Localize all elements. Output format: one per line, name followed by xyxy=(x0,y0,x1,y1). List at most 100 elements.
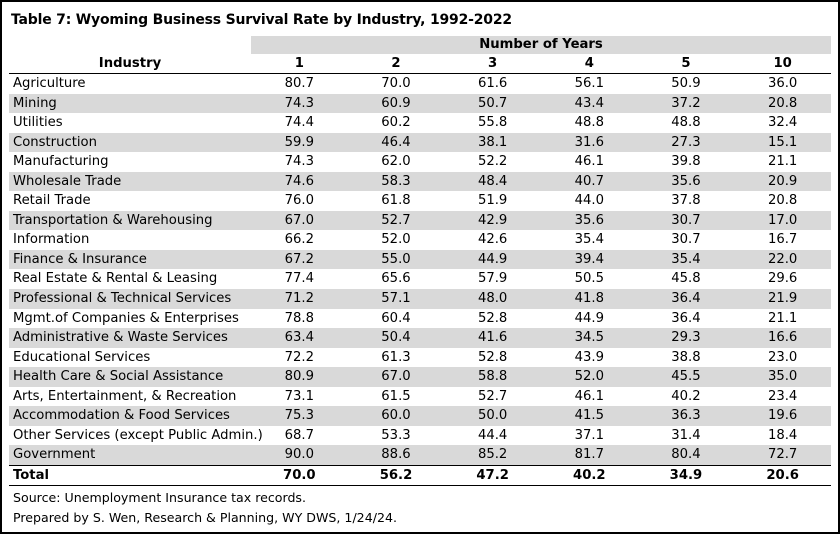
header-row-columns: Industry 1 2 3 4 5 10 xyxy=(9,54,831,74)
total-value: 56.2 xyxy=(347,464,445,486)
survival-rate-cell: 42.6 xyxy=(477,232,508,248)
survival-rate-cell: 80.7 xyxy=(284,76,315,91)
industry-name: Educational Services xyxy=(13,349,151,365)
survival-rate-cell: 80.9 xyxy=(251,367,348,387)
survival-rate-cell: 37.8 xyxy=(671,193,701,209)
survival-rate-cell: 31.6 xyxy=(540,132,638,153)
survival-rate-cell: 27.3 xyxy=(637,132,735,153)
table-row: Agriculture 80.7 70.0 61.6 56.1 50.9 36.0 xyxy=(9,74,831,94)
survival-rate-cell: 55.8 xyxy=(477,115,508,131)
total-value: 47.2 xyxy=(444,464,541,486)
survival-rate-cell: 73.1 xyxy=(284,388,315,404)
survival-rate-cell: 40.7 xyxy=(540,171,638,192)
survival-rate-cell: 39.4 xyxy=(540,249,638,270)
survival-rate-cell: 74.3 xyxy=(284,154,315,170)
industry-name: Real Estate & Rental & Leasing xyxy=(13,271,218,287)
survival-rate-cell: 23.0 xyxy=(767,349,798,365)
survival-rate-cell: 67.0 xyxy=(347,367,445,387)
survival-rate-cell: 61.6 xyxy=(477,76,508,91)
industry-column-header: Industry xyxy=(9,54,251,74)
total-label: Total xyxy=(9,464,251,486)
survival-rate-cell: 36.0 xyxy=(767,76,798,91)
survival-rate-cell: 61.5 xyxy=(381,388,411,404)
survival-rate-cell: 56.1 xyxy=(574,76,604,91)
survival-rate-cell: 21.1 xyxy=(767,154,798,170)
survival-rate-cell: 52.8 xyxy=(477,349,508,365)
survival-rate-cell: 29.6 xyxy=(767,271,798,287)
survival-rate-cell: 44.4 xyxy=(477,427,508,443)
survival-rate-cell: 81.7 xyxy=(540,445,638,466)
survival-rate-cell: 53.3 xyxy=(381,427,411,443)
table-row: Utilities 74.4 60.2 55.8 48.8 48.8 32.4 xyxy=(9,113,831,133)
survival-rate-cell: 61.3 xyxy=(381,349,411,365)
survival-rate-cell: 48.8 xyxy=(671,115,701,131)
survival-rate-cell: 50.0 xyxy=(444,406,541,426)
survival-rate-cell: 52.2 xyxy=(477,154,508,170)
survival-rate-cell: 31.4 xyxy=(671,427,701,443)
header-row-group: Number of Years xyxy=(9,36,831,54)
survival-rate-cell: 44.0 xyxy=(574,193,604,209)
survival-rate-cell: 90.0 xyxy=(251,445,348,466)
year-column-header: 2 xyxy=(347,54,445,74)
survival-rate-cell: 60.4 xyxy=(381,310,411,326)
survival-rate-cell: 57.9 xyxy=(477,271,508,287)
survival-rate-cell: 52.0 xyxy=(381,232,411,248)
survival-rate-cell: 51.9 xyxy=(477,193,508,209)
table-row: Arts, Entertainment, & Recreation 73.1 61.… xyxy=(9,387,831,407)
survival-rate-cell: 45.5 xyxy=(637,367,735,387)
survival-rate-cell: 46.1 xyxy=(574,154,604,170)
survival-rate-cell: 15.1 xyxy=(734,132,831,153)
table-row: Accommodation & Food Services 75.3 60.0 50.… xyxy=(9,406,831,426)
table-row: Mgmt.of Companies & Enterprises 78.8 60.4 5… xyxy=(9,309,831,329)
survival-rate-cell: 60.2 xyxy=(381,115,411,131)
survival-rate-cell: 21.1 xyxy=(767,310,798,326)
table-row: Government 90.0 88.6 85.2 81.7 80.4 72.7 xyxy=(9,445,831,466)
header-spacer xyxy=(9,36,251,54)
year-column-header: 1 xyxy=(251,54,348,74)
industry-name: Other Services (except Public Admin.) xyxy=(13,427,263,443)
survival-rate-cell: 58.8 xyxy=(444,367,541,387)
survival-rate-cell: 38.8 xyxy=(671,349,701,365)
survival-rate-cell: 20.9 xyxy=(734,171,831,192)
survival-rate-cell: 46.4 xyxy=(347,132,445,153)
survival-rate-cell: 18.4 xyxy=(767,427,798,443)
year-column-header: 4 xyxy=(540,54,638,74)
total-value: 40.2 xyxy=(540,464,638,486)
industry-name: Health Care & Social Assistance xyxy=(9,367,251,387)
table-row: Wholesale Trade 74.6 58.3 48.4 40.7 35.6 20.9 xyxy=(9,171,831,192)
survival-rate-cell: 23.4 xyxy=(767,388,798,404)
table-row: Professional & Technical Services 71.2 57.… xyxy=(9,289,831,309)
survival-rate-cell: 67.2 xyxy=(251,249,348,270)
industry-name: Utilities xyxy=(13,115,63,131)
survival-rate-cell: 70.0 xyxy=(381,76,411,91)
year-column-header: 3 xyxy=(444,54,541,74)
survival-rate-cell: 48.4 xyxy=(444,171,541,192)
survival-rate-cell: 72.2 xyxy=(284,349,315,365)
survival-rate-cell: 35.6 xyxy=(637,171,735,192)
footnotes: Source: Unemployment Insurance tax recor… xyxy=(13,488,397,528)
total-value: 70.0 xyxy=(251,464,348,486)
survival-rate-cell: 67.0 xyxy=(251,210,348,231)
survival-rate-cell: 20.8 xyxy=(734,93,831,114)
survival-rate-cell: 36.4 xyxy=(637,289,735,309)
survival-rate-cell: 78.8 xyxy=(284,310,315,326)
survival-rate-cell: 35.4 xyxy=(574,232,604,248)
industry-name: Information xyxy=(13,232,90,248)
survival-rate-cell: 62.0 xyxy=(381,154,411,170)
survival-rate-cell: 29.3 xyxy=(637,328,735,348)
industry-name: Mgmt.of Companies & Enterprises xyxy=(13,310,239,326)
total-value: 20.6 xyxy=(734,464,831,486)
survival-rate-cell: 48.0 xyxy=(444,289,541,309)
survival-rate-cell: 74.3 xyxy=(251,93,348,114)
survival-rate-cell: 60.0 xyxy=(347,406,445,426)
number-of-years-header: Number of Years xyxy=(251,36,831,54)
survival-rate-table: Number of Years Industry 1 2 3 4 5 10 Ag… xyxy=(9,36,831,486)
survival-rate-cell: 57.1 xyxy=(347,289,445,309)
survival-rate-cell: 80.4 xyxy=(637,445,735,466)
survival-rate-cell: 43.4 xyxy=(540,93,638,114)
survival-rate-cell: 52.8 xyxy=(477,310,508,326)
survival-rate-cell: 75.3 xyxy=(251,406,348,426)
year-column-header: 5 xyxy=(637,54,735,74)
total-row: Total 70.0 56.2 47.2 40.2 34.9 20.6 xyxy=(9,464,831,486)
